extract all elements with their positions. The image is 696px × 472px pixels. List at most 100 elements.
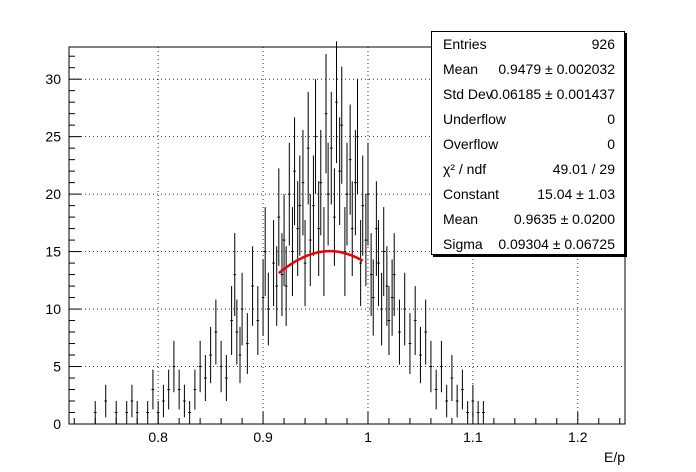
x-tick-label: 1 [364, 429, 372, 445]
data-point [371, 259, 375, 336]
data-point [343, 207, 347, 297]
x-tick-label: 0.8 [148, 429, 168, 445]
data-point [282, 194, 286, 287]
data-point [193, 369, 197, 410]
stats-box: Entries 926 Mean 0.9479 ± 0.002032 Std D… [431, 31, 625, 255]
stats-label: Mean [443, 211, 479, 227]
data-point [301, 129, 305, 236]
data-point [348, 104, 352, 215]
fit-curve-line [278, 249, 364, 275]
data-point [424, 299, 427, 365]
data-point [314, 79, 317, 195]
data-point [455, 384, 459, 418]
data-point [366, 142, 370, 246]
data-point [225, 355, 228, 402]
data-point [377, 220, 380, 307]
data-point [167, 369, 170, 410]
data-point [413, 286, 417, 356]
data-point [340, 66, 344, 184]
data-point [450, 355, 454, 402]
fit-curve [278, 249, 364, 275]
data-point [403, 272, 407, 346]
x-tick-label: 1.2 [568, 429, 588, 445]
data-point [104, 384, 108, 418]
data-point [356, 79, 359, 195]
stats-row-std-dev: Std Dev 0.06185 ± 0.001437 [432, 83, 624, 108]
stats-value: 15.04 ± 1.03 [537, 186, 615, 202]
stats-value: 0 [607, 136, 615, 152]
data-point [364, 194, 368, 287]
data-point [298, 155, 302, 256]
data-point [251, 246, 254, 326]
data-point [263, 207, 267, 297]
data-point [429, 340, 433, 393]
y-tick-label: 25 [45, 129, 61, 145]
data-point [204, 355, 207, 402]
data-point [130, 384, 134, 418]
data-point [335, 41, 338, 163]
data-point [345, 142, 349, 246]
stats-value: 0.9635 ± 0.0200 [513, 211, 615, 227]
data-point [434, 369, 438, 410]
data-point [287, 142, 291, 246]
stats-row-sigma: Sigma 0.09304 ± 0.06725 [432, 233, 624, 258]
data-point [209, 326, 212, 384]
stats-label: Entries [443, 36, 487, 52]
data-point [338, 117, 341, 226]
stats-value: 0.9479 ± 0.002032 [498, 61, 615, 77]
data-point [329, 91, 333, 205]
stats-value: 49.01 / 29 [552, 161, 615, 177]
data-point [375, 181, 378, 276]
data-point [476, 401, 480, 424]
data-point [238, 326, 242, 384]
data-point [303, 220, 307, 307]
data-point [390, 259, 394, 336]
data-point [280, 233, 284, 317]
data-point [350, 181, 354, 276]
data-point [272, 220, 275, 307]
data-point [306, 91, 310, 205]
stats-row-mean: Mean 0.9479 ± 0.002032 [432, 58, 624, 83]
data-point [408, 313, 412, 374]
data-point [440, 340, 443, 393]
data-point [267, 272, 270, 346]
data-point [188, 401, 191, 424]
data-points [93, 41, 485, 424]
data-point [146, 401, 149, 424]
data-point [233, 233, 237, 317]
data-point [177, 369, 181, 410]
data-point [471, 384, 475, 418]
data-point [162, 384, 165, 418]
stats-label: Constant [443, 186, 500, 202]
data-point [284, 246, 288, 326]
data-point [361, 155, 365, 256]
data-point [235, 299, 239, 365]
y-tick-label: 0 [53, 416, 61, 432]
data-point [183, 384, 186, 418]
stats-value: 0.06185 ± 0.001437 [490, 86, 615, 102]
x-axis-title: E/p [604, 449, 625, 465]
data-point [466, 401, 469, 424]
data-point [214, 299, 218, 365]
data-point [369, 233, 373, 317]
data-point [308, 194, 312, 287]
x-tick-label: 0.9 [253, 429, 273, 445]
stats-value: 0 [607, 111, 615, 127]
data-point [230, 286, 233, 356]
data-point [354, 129, 357, 236]
data-point [219, 340, 223, 393]
y-tick-label: 5 [53, 359, 61, 375]
stats-label: Underflow [443, 111, 507, 127]
stats-value: 0.09304 ± 0.06725 [498, 236, 615, 252]
y-tick-label: 30 [45, 71, 61, 87]
data-point [151, 369, 155, 410]
stats-row-chi2-ndf: χ² / ndf 49.01 / 29 [432, 158, 624, 183]
stats-label: Std Dev [443, 86, 493, 102]
stats-row-constant: Constant 15.04 ± 1.03 [432, 183, 624, 208]
stats-label: Mean [443, 61, 479, 77]
stats-row-overflow: Overflow 0 [432, 133, 624, 158]
data-point [392, 233, 396, 317]
data-point [461, 369, 464, 410]
x-tick-label: 1.1 [463, 429, 483, 445]
